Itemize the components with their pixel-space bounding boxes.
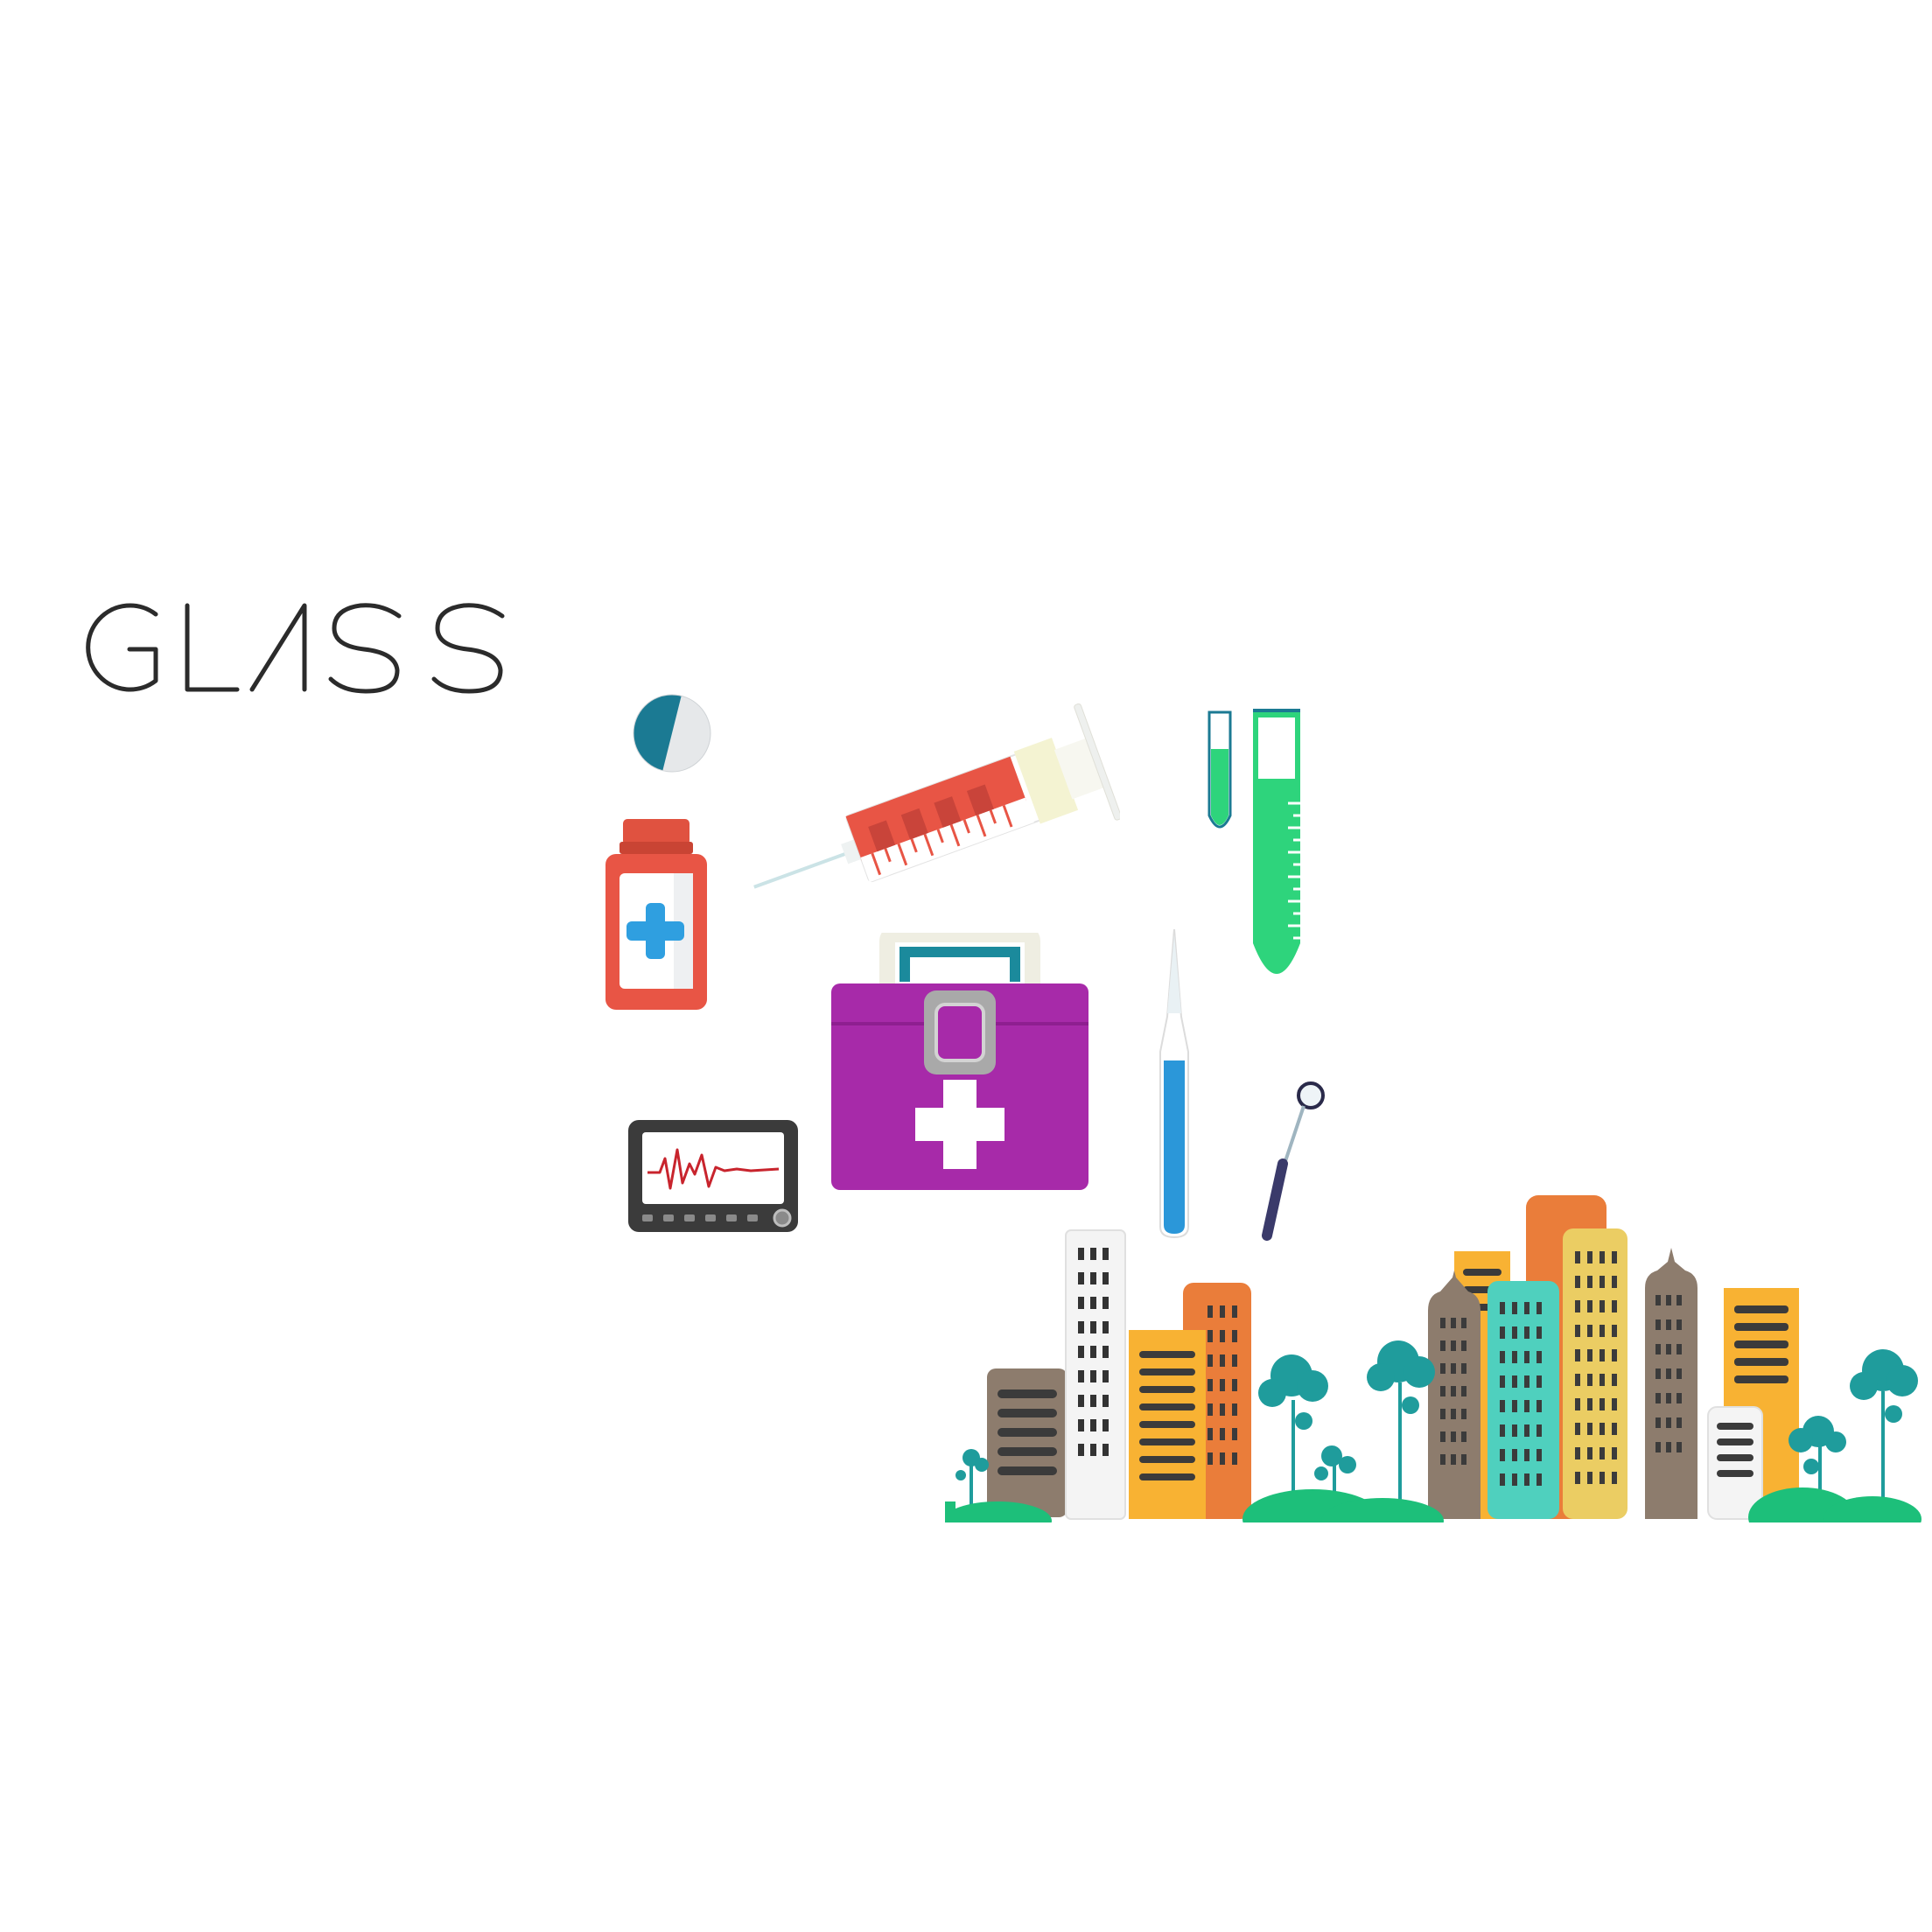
test-tube-small-icon	[1208, 710, 1232, 829]
heart-monitor-icon	[628, 1120, 798, 1232]
pill-icon	[633, 694, 711, 773]
first-aid-kit-icon	[831, 933, 1088, 1190]
city-skyline-illustration	[945, 1195, 1922, 1522]
probe-icon	[1159, 929, 1189, 1239]
test-tube-large-icon	[1253, 709, 1300, 974]
glass-logo: GLASS	[75, 595, 530, 700]
glass-wordmark-icon	[86, 603, 505, 694]
medicine-bottle-icon	[606, 819, 707, 1010]
dental-mirror-icon	[1262, 1082, 1325, 1241]
syringe-icon	[753, 703, 1120, 889]
